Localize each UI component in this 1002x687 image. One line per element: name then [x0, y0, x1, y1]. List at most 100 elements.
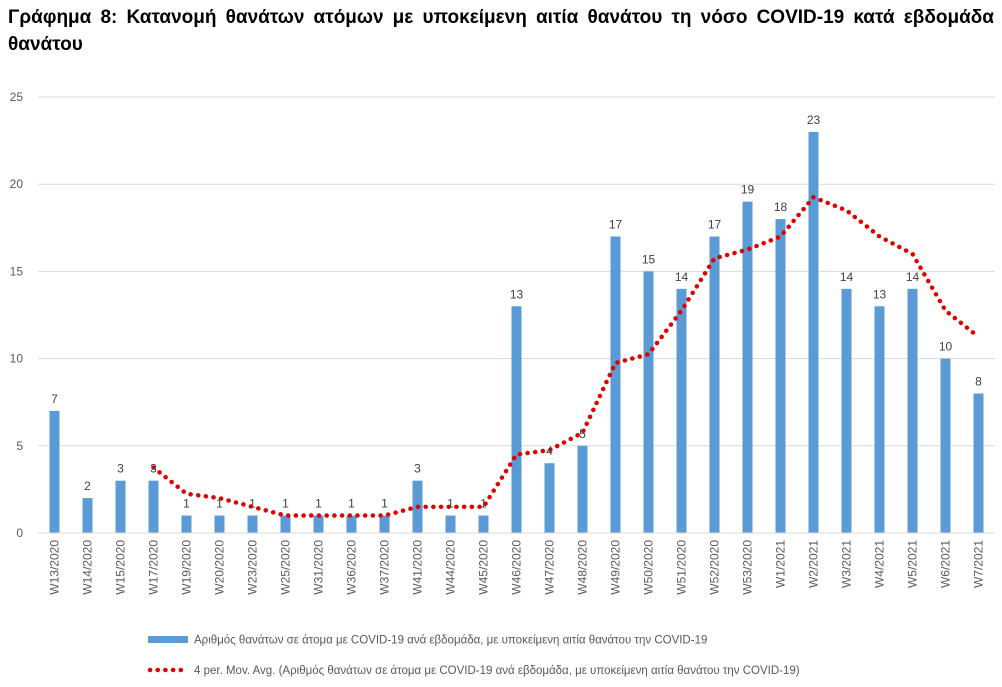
data-label: 10: [939, 340, 953, 354]
data-label: 1: [315, 497, 322, 511]
bar: [115, 480, 126, 533]
x-tick-label: W20/2020: [213, 540, 227, 595]
bar: [577, 445, 588, 533]
x-tick-label: W44/2020: [444, 540, 458, 595]
x-tick-label: W53/2020: [741, 540, 755, 595]
bar: [379, 515, 390, 533]
data-label: 2: [84, 479, 91, 493]
data-label: 23: [807, 113, 821, 127]
data-label: 8: [975, 374, 982, 388]
x-tick-label: W48/2020: [576, 540, 590, 595]
data-label: 1: [216, 497, 223, 511]
bar-series: [49, 131, 984, 533]
data-label: 1: [348, 497, 355, 511]
data-label: 4: [546, 444, 553, 458]
x-tick-label: W7/2021: [972, 540, 986, 588]
data-label: 17: [609, 218, 623, 232]
bar: [214, 515, 225, 533]
x-tick-label: W17/2020: [147, 540, 161, 595]
x-tick-label: W2/2021: [807, 540, 821, 588]
x-tick-label: W6/2021: [939, 540, 953, 588]
data-label: 5: [579, 427, 586, 441]
y-tick-label: 0: [16, 526, 23, 540]
data-label: 14: [675, 270, 689, 284]
x-tick-label: W52/2020: [708, 540, 722, 595]
data-label: 1: [249, 497, 256, 511]
x-tick-label: W47/2020: [543, 540, 557, 595]
legend: Αριθμός θανάτων σε άτομα με COVID-19 ανά…: [147, 635, 800, 677]
y-tick-label: 10: [10, 352, 24, 366]
data-label: 19: [741, 183, 755, 197]
data-label: 14: [906, 270, 920, 284]
legend-label-bars: Αριθμός θανάτων σε άτομα με COVID-19 ανά…: [194, 635, 707, 647]
bar: [544, 463, 555, 533]
bar: [148, 480, 159, 533]
bar: [940, 358, 951, 533]
chart-title: Γράφημα 8: Κατανομή θανάτων ατόμων με υπ…: [8, 7, 994, 55]
moving-average-line: [151, 194, 981, 518]
bar: [181, 515, 192, 533]
data-label: 13: [873, 287, 887, 301]
data-label: 1: [381, 497, 388, 511]
x-tick-label: W5/2021: [906, 540, 920, 588]
legend-label-average: 4 per. Mov. Avg. (Αριθμός θανάτων σε άτο…: [194, 665, 800, 677]
bar: [610, 236, 621, 533]
x-tick-label: W25/2020: [279, 540, 293, 595]
bar: [445, 515, 456, 533]
data-labels: 723 31 1 1 1 1 1 131 113451715141719182314131410…: [51, 113, 982, 511]
data-label: 13: [510, 287, 524, 301]
x-tick-label: W41/2020: [411, 540, 425, 595]
bar: [643, 271, 654, 533]
data-label: 1: [480, 497, 487, 511]
x-tick-label: W1/2021: [774, 540, 788, 588]
y-tick-label: 15: [10, 264, 24, 278]
bar: [775, 219, 786, 533]
x-tick-label: W49/2020: [609, 540, 623, 595]
data-label: 3: [414, 462, 421, 476]
data-label: 3: [150, 462, 157, 476]
x-tick-label: W13/2020: [48, 540, 62, 595]
x-tick-label: W15/2020: [114, 540, 128, 595]
data-label: 1: [447, 497, 454, 511]
x-tick-label: W36/2020: [345, 540, 359, 595]
bar: [808, 131, 819, 533]
bar: [676, 288, 687, 533]
bar: [874, 306, 885, 533]
x-tick-label: W3/2021: [840, 540, 854, 588]
data-label: 7: [51, 392, 58, 406]
data-label: 14: [840, 270, 854, 284]
bar: [907, 288, 918, 533]
data-label: 1: [282, 497, 289, 511]
bar: [742, 201, 753, 533]
x-tick-label: W51/2020: [675, 540, 689, 595]
y-tick-label: 20: [10, 177, 24, 191]
bar: [973, 393, 984, 533]
x-tick-label: W14/2020: [81, 540, 95, 595]
legend-swatch-bars: [148, 636, 188, 643]
bar: [313, 515, 324, 533]
data-label: 1: [183, 497, 190, 511]
moving-average-series: [151, 194, 981, 518]
x-tick-label: W50/2020: [642, 540, 656, 595]
x-tick-label: W19/2020: [180, 540, 194, 595]
data-label: 18: [774, 200, 788, 214]
bar: [478, 515, 489, 533]
data-label: 17: [708, 218, 722, 232]
bar: [82, 498, 93, 533]
bar: [49, 410, 60, 533]
y-tick-label: 5: [16, 439, 23, 453]
x-tick-label: W4/2021: [873, 540, 887, 588]
bar: [511, 306, 522, 533]
x-tick-label: W31/2020: [312, 540, 326, 595]
y-tick-label: 25: [10, 90, 24, 104]
bar: [709, 236, 720, 533]
bar: [841, 288, 852, 533]
bar: [280, 515, 291, 533]
x-tick-label: W37/2020: [378, 540, 392, 595]
bar: [346, 515, 357, 533]
x-tick-label: W46/2020: [510, 540, 524, 595]
data-label: 15: [642, 252, 656, 266]
bar: [247, 515, 258, 533]
